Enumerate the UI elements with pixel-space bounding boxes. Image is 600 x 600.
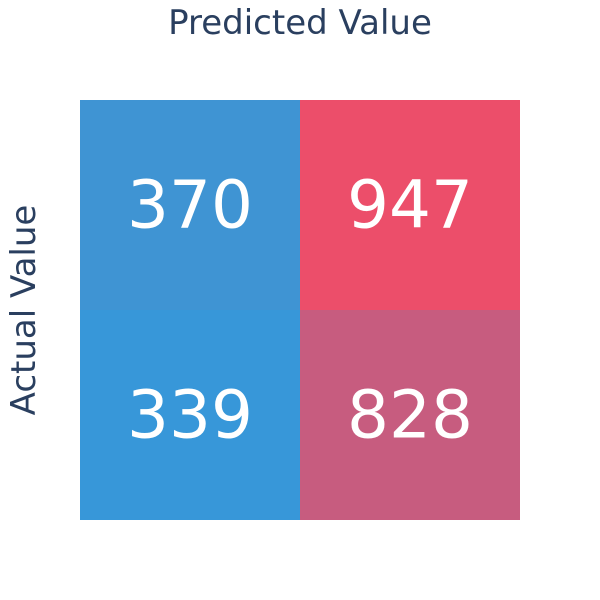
cell-value-label-r1-c1: 828: [347, 377, 473, 454]
heatmap-cell-r0-c1: [300, 100, 520, 310]
x-axis-title: Predicted Value: [168, 3, 432, 43]
y-axis-title: Actual Value: [4, 205, 44, 416]
heatmap-cells: 370 947 339 828: [80, 100, 520, 520]
heatmap-cell-r1-c1: [300, 310, 520, 520]
cell-value-label-r1-c0: 339: [127, 377, 253, 454]
heatmap-cell-r0-c0: [80, 100, 300, 310]
cell-value-label-r0-c1: 947: [347, 167, 473, 244]
heatmap-cell-r1-c0: [80, 310, 300, 520]
cell-value-label-r0-c0: 370: [127, 167, 253, 244]
